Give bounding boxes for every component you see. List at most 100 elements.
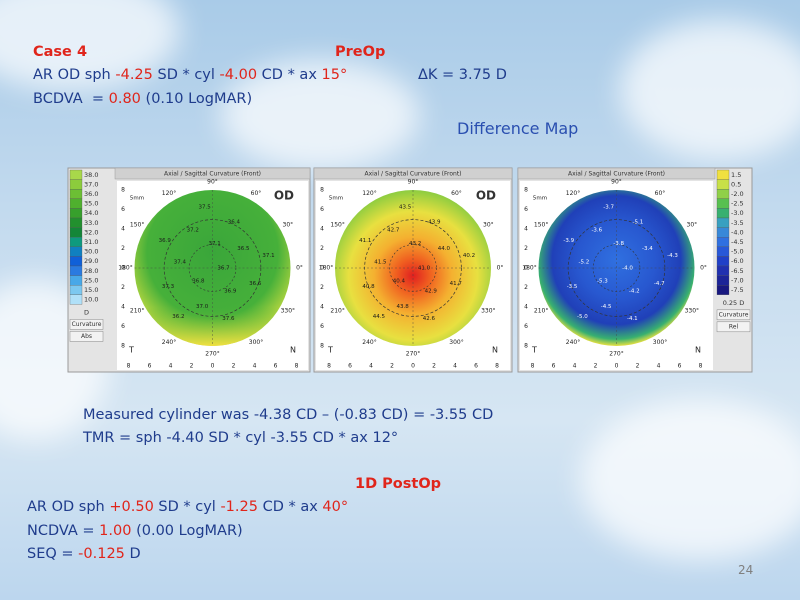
scale-label: -7.0 bbox=[731, 276, 744, 284]
map-value: 36.5 bbox=[237, 246, 250, 252]
panel-header bbox=[114, 167, 311, 180]
seq: SEQ = -0.125 D bbox=[27, 546, 141, 562]
x-tick-label: 0 bbox=[615, 363, 619, 370]
map-value: 42.6 bbox=[423, 316, 436, 322]
degree-label: 210° bbox=[330, 308, 344, 315]
x-tick-label: 2 bbox=[636, 363, 640, 370]
tmr: TMR = sph -4.40 SD * cyl -3.55 CD * ax 1… bbox=[83, 430, 399, 446]
button bbox=[69, 319, 104, 330]
map-value: 41.7 bbox=[450, 281, 463, 287]
y-tick-label: 2 bbox=[524, 245, 528, 252]
y-tick-label: 6 bbox=[320, 323, 324, 330]
map-value: -4.1 bbox=[627, 316, 638, 322]
x-tick-label: 2 bbox=[190, 363, 194, 370]
case-title: Case 4 bbox=[33, 44, 88, 60]
y-tick-label: 8 bbox=[121, 343, 125, 350]
button bbox=[716, 321, 751, 333]
scale-label: -7.5 bbox=[731, 286, 744, 294]
scale-label: -6.5 bbox=[731, 267, 744, 275]
x-tick-label: 4 bbox=[453, 363, 457, 370]
scale-swatch bbox=[69, 237, 83, 247]
degree-label: 120° bbox=[566, 190, 580, 197]
degree-label: 300° bbox=[249, 339, 263, 346]
degree-label: 330° bbox=[481, 308, 495, 315]
degree-label: 240° bbox=[362, 339, 376, 346]
x-tick-label: 2 bbox=[432, 363, 436, 370]
scale-swatch bbox=[69, 179, 83, 190]
text: CD * ax bbox=[257, 67, 322, 83]
degree-label: 330° bbox=[281, 308, 295, 315]
unit-label: 5mm bbox=[533, 196, 547, 202]
temporal-label: T bbox=[531, 346, 537, 355]
x-tick-label: 6 bbox=[274, 363, 278, 370]
map-value: 36.8 bbox=[192, 278, 205, 284]
button bbox=[716, 309, 751, 321]
degree-label: 240° bbox=[566, 339, 580, 346]
scale-swatch bbox=[69, 246, 83, 257]
degree-label: 0° bbox=[296, 265, 303, 272]
scale-label: -4.0 bbox=[731, 228, 744, 236]
x-tick-label: 6 bbox=[148, 363, 152, 370]
scale-swatch bbox=[69, 198, 83, 209]
refraction: AR OD sph -4.25 SD * cyl -4.00 CD * ax 1… bbox=[33, 67, 347, 83]
map-value: 37.5 bbox=[198, 205, 211, 211]
value: 1.00 bbox=[99, 523, 132, 539]
y-tick-label: 2 bbox=[121, 284, 125, 291]
scale-swatch bbox=[69, 189, 83, 199]
bcdva: BCDVA = 0.80 (0.10 LogMAR) bbox=[33, 91, 252, 107]
x-tick-label: 6 bbox=[474, 363, 478, 370]
scale-label: -2.5 bbox=[731, 200, 744, 208]
scale-label: 36.0 bbox=[84, 190, 98, 198]
x-tick-label: 2 bbox=[390, 363, 394, 370]
map-value: 36.6 bbox=[249, 281, 262, 287]
text: (0.00 LogMAR) bbox=[131, 523, 243, 539]
x-tick-label: 8 bbox=[531, 363, 535, 370]
scale-label: 38.0 bbox=[84, 171, 98, 179]
eye-label: OD bbox=[476, 189, 496, 203]
scale-label: -6.0 bbox=[731, 257, 744, 265]
unit-label: 5mm bbox=[329, 196, 343, 202]
y-tick-label: 8 bbox=[524, 187, 528, 194]
y-tick-label: 8 bbox=[524, 343, 528, 350]
scale-label: 29.0 bbox=[84, 257, 98, 265]
scale-label: 15.0 bbox=[84, 286, 98, 294]
text: AR OD sph bbox=[33, 67, 116, 83]
map-value: -4.0 bbox=[622, 266, 633, 272]
map-value: -4.2 bbox=[629, 289, 640, 295]
scale-label: 25.0 bbox=[84, 276, 98, 284]
scale-label: 37.0 bbox=[84, 180, 98, 188]
scale-label: 0.5 bbox=[731, 180, 741, 188]
scale-label: 32.0 bbox=[84, 228, 98, 236]
scale-swatch bbox=[716, 217, 730, 228]
x-tick-label: 8 bbox=[295, 363, 299, 370]
x-tick-label: 2 bbox=[594, 363, 598, 370]
degree-label: 180° bbox=[118, 265, 132, 272]
y-tick-label: 0 bbox=[320, 265, 324, 272]
x-tick-label: 8 bbox=[127, 363, 131, 370]
map-value: -3.6 bbox=[591, 228, 602, 234]
map-value: 37.3 bbox=[162, 284, 175, 290]
map-value: -3.9 bbox=[563, 238, 574, 244]
scale-label: -3.5 bbox=[731, 219, 744, 227]
value: 0.80 bbox=[108, 91, 141, 107]
map-value: 37.0 bbox=[196, 304, 209, 310]
scale-swatch bbox=[716, 246, 730, 257]
map-value: 37.6 bbox=[222, 316, 235, 322]
nasal-label: N bbox=[492, 346, 498, 355]
x-tick-label: 0 bbox=[211, 363, 215, 370]
y-tick-label: 0 bbox=[121, 265, 125, 272]
degree-label: 90° bbox=[408, 179, 419, 186]
degree-label: 180° bbox=[522, 265, 536, 272]
scale-label: 10.0 bbox=[84, 296, 98, 304]
scale-swatch bbox=[69, 294, 83, 305]
temporal-label: T bbox=[327, 346, 333, 355]
degree-label: 300° bbox=[653, 339, 667, 346]
map-value: 41.1 bbox=[359, 238, 371, 244]
button bbox=[69, 331, 104, 342]
y-tick-label: 2 bbox=[320, 284, 324, 291]
scale-swatch bbox=[716, 256, 730, 267]
eye-label: OD bbox=[274, 189, 294, 203]
y-tick-label: 2 bbox=[121, 245, 125, 252]
value: +0.50 bbox=[109, 499, 154, 515]
map-value: 41.5 bbox=[374, 260, 387, 266]
